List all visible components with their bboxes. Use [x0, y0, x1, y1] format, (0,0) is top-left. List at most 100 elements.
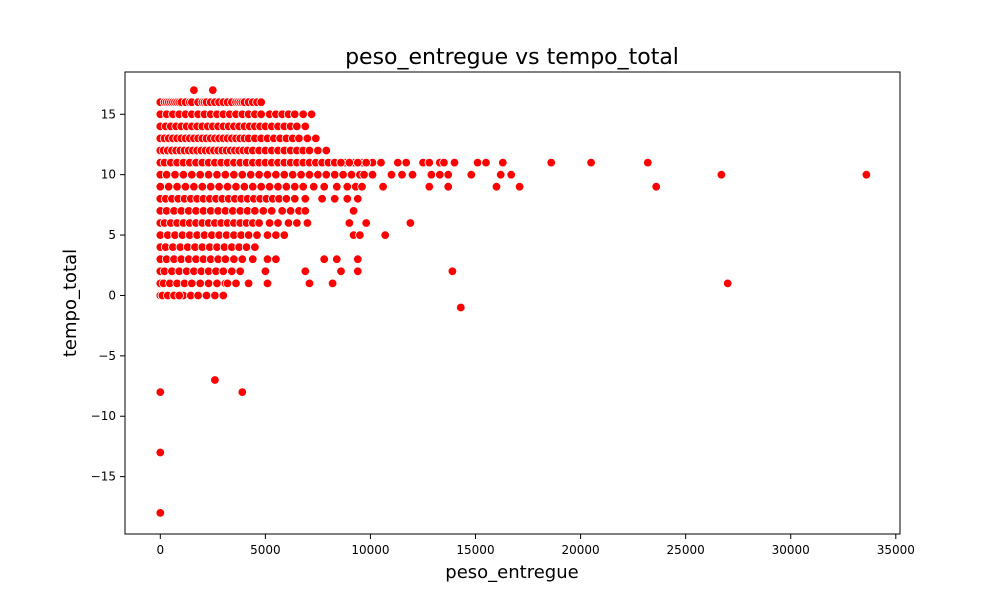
data-point [258, 206, 269, 216]
data-point [237, 387, 248, 397]
data-point [302, 133, 313, 144]
data-point [304, 169, 315, 180]
data-point [271, 169, 281, 180]
data-point [292, 121, 302, 132]
data-point [189, 181, 199, 192]
data-point [248, 254, 258, 264]
data-point [220, 254, 231, 264]
data-point [195, 278, 205, 289]
data-point [309, 181, 319, 192]
y-tick-label: 0 [108, 288, 116, 302]
data-point [285, 206, 296, 216]
data-point [273, 181, 283, 192]
data-point [397, 169, 407, 180]
data-point [205, 181, 216, 192]
data-point [300, 194, 311, 204]
data-point [330, 169, 340, 180]
data-point [586, 157, 596, 168]
data-point [353, 266, 363, 277]
data-point [456, 302, 466, 313]
x-tick-label: 30000 [772, 543, 810, 557]
data-point [243, 230, 254, 240]
x-tick-label: 5000 [250, 543, 281, 557]
x-tick-label: 10000 [351, 543, 389, 557]
data-point [424, 181, 435, 192]
y-tick-label: 10 [101, 168, 116, 182]
data-point [491, 181, 502, 192]
data-point [514, 181, 525, 192]
data-point [212, 278, 222, 289]
data-point [378, 181, 388, 192]
data-point [424, 157, 435, 168]
data-point [443, 181, 453, 192]
data-point [222, 278, 233, 289]
data-point [262, 254, 273, 264]
data-point [245, 169, 256, 180]
data-point [300, 121, 311, 132]
data-point [248, 181, 258, 192]
data-point [273, 218, 283, 228]
data-point [290, 194, 300, 204]
data-point [283, 218, 294, 228]
data-point [218, 290, 229, 301]
data-point [210, 375, 220, 385]
data-point [237, 254, 248, 264]
data-point [321, 145, 332, 156]
y-tick-label: −15 [91, 470, 116, 484]
data-point [210, 290, 220, 301]
chart-title: peso_entregue vs tempo_total [345, 45, 679, 70]
data-point [239, 181, 250, 192]
data-point [317, 194, 327, 204]
data-point [197, 181, 208, 192]
x-tick-label: 0 [156, 543, 164, 557]
data-point [254, 169, 264, 180]
x-tick-label: 20000 [561, 543, 599, 557]
data-point [231, 278, 241, 289]
data-point [279, 169, 290, 180]
data-point [292, 218, 302, 228]
data-point [330, 194, 340, 204]
data-point [290, 109, 300, 120]
data-point [231, 181, 241, 192]
data-point [227, 266, 237, 277]
data-point [447, 266, 458, 277]
data-point [260, 266, 271, 277]
data-point [338, 169, 348, 180]
data-point [256, 109, 266, 120]
data-point [262, 278, 273, 289]
data-point [174, 290, 184, 301]
data-point [439, 157, 449, 168]
data-point [357, 181, 367, 192]
data-point [212, 169, 222, 180]
data-point [506, 169, 516, 180]
data-point [262, 169, 273, 180]
data-point [256, 97, 266, 107]
data-point [342, 181, 353, 192]
data-point [281, 181, 292, 192]
data-point [155, 387, 166, 397]
data-point [361, 218, 371, 228]
y-tick-label: 15 [101, 107, 116, 121]
data-point [172, 181, 182, 192]
data-point [472, 157, 483, 168]
data-point [321, 169, 332, 180]
data-point [214, 181, 224, 192]
data-point [201, 290, 212, 301]
data-point [426, 169, 437, 180]
data-point [163, 181, 174, 192]
data-point [300, 266, 311, 277]
data-point [401, 157, 411, 168]
data-point [264, 181, 275, 192]
data-point [290, 181, 300, 192]
data-point [344, 157, 355, 168]
data-point [250, 206, 260, 216]
data-point [294, 133, 304, 144]
data-point [311, 133, 321, 144]
data-point [466, 169, 477, 180]
data-point [361, 157, 371, 168]
data-point [346, 169, 357, 180]
data-point [208, 85, 218, 95]
data-point [237, 169, 248, 180]
data-point [407, 169, 418, 180]
